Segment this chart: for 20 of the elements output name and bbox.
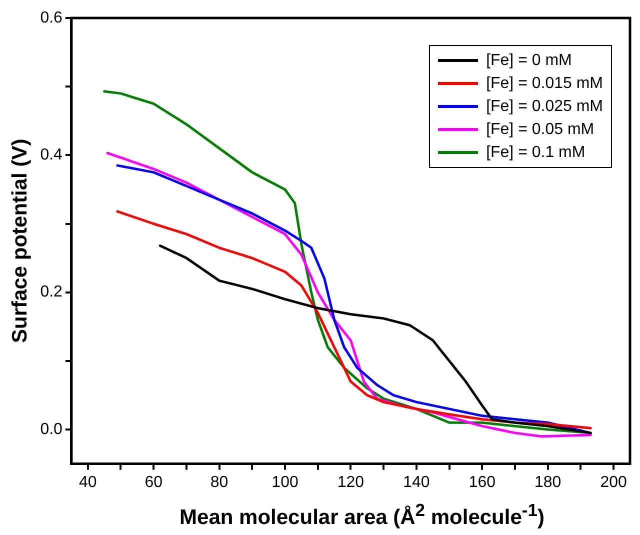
y-axis-title: Surface potential (V): [8, 138, 32, 343]
y-tick-label: 0.6: [40, 9, 63, 26]
x-tick-label: 160: [468, 474, 496, 491]
x-tick-label: 140: [403, 474, 430, 491]
x-tick-label: 100: [272, 474, 298, 491]
x-tick-label: 80: [210, 474, 228, 491]
legend-label: [Fe] = 0.05 mM: [486, 120, 594, 138]
y-tick-label: 0.4: [40, 146, 63, 164]
x-tick-label: 180: [534, 474, 562, 491]
x-tick-label: 40: [78, 474, 97, 491]
legend-label: [Fe] = 0.1 mM: [486, 144, 586, 162]
y-tick-label: 0.2: [40, 284, 63, 301]
legend-label: [Fe] = 0.025 mM: [486, 98, 603, 116]
legend-label: [Fe] = 0 mM: [486, 52, 572, 70]
x-tick-label: 60: [144, 474, 163, 491]
y-tick-label: 0.0: [40, 420, 63, 438]
x-axis-title: Mean molecular area (Å$^{2}$ molecule$^{-1}$): [178, 500, 546, 530]
x-tick-label: 120: [337, 474, 364, 491]
x-tick-label: 200: [600, 474, 628, 491]
legend-label: [Fe] = 0.015 mM: [486, 74, 603, 92]
